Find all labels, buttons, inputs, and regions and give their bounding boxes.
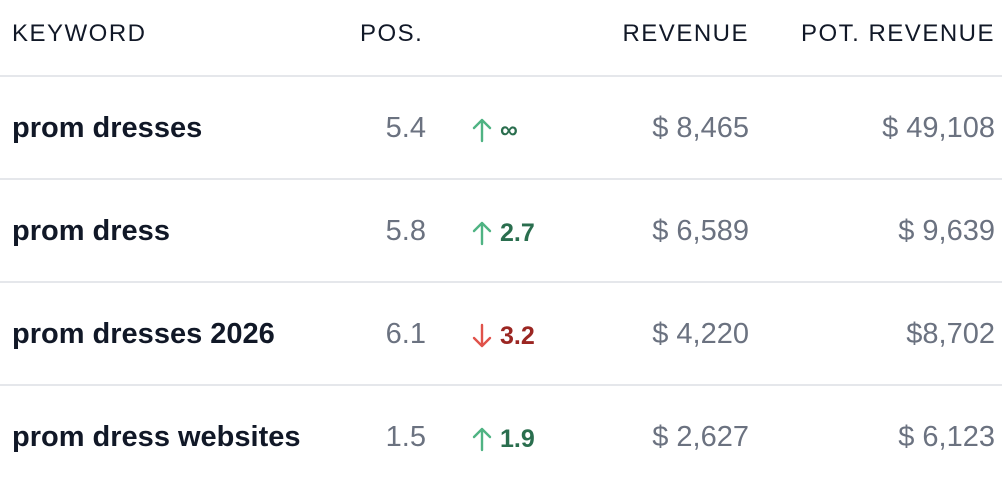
- position-change: 3.2: [472, 319, 535, 353]
- keyword-cell: prom dresses: [12, 112, 203, 144]
- change-value: 2.7: [500, 219, 535, 247]
- pot-revenue-cell: $ 49,108: [882, 112, 995, 144]
- position-change: ∞: [472, 113, 518, 147]
- position-change: 2.7: [472, 216, 535, 250]
- position-cell: 5.8: [385, 215, 426, 247]
- column-header-pos[interactable]: POS.: [360, 20, 424, 47]
- position-cell: 6.1: [385, 318, 426, 350]
- change-value: 1.9: [500, 425, 535, 453]
- pot-revenue-cell: $ 9,639: [898, 215, 995, 247]
- column-header-keyword[interactable]: KEYWORD: [12, 20, 147, 47]
- table-row[interactable]: prom dresses 5.4 ∞ $ 8,465 $ 49,108: [0, 77, 1002, 180]
- keyword-cell: prom dress websites: [12, 421, 301, 453]
- revenue-cell: $ 8,465: [652, 112, 749, 144]
- revenue-cell: $ 4,220: [652, 318, 749, 350]
- revenue-cell: $ 2,627: [652, 421, 749, 453]
- keyword-cell: prom dress: [12, 215, 170, 247]
- change-value: 3.2: [500, 322, 535, 350]
- table-row[interactable]: prom dress 5.8 2.7 $ 6,589 $ 9,639: [0, 180, 1002, 283]
- position-cell: 1.5: [385, 421, 426, 453]
- arrow-up-icon: [472, 118, 492, 143]
- change-value: ∞: [500, 116, 518, 144]
- table-row[interactable]: prom dress websites 1.5 1.9 $ 2,627 $ 6,…: [0, 386, 1002, 487]
- pot-revenue-cell: $ 6,123: [898, 421, 995, 453]
- arrow-down-icon: [472, 323, 492, 348]
- table-row[interactable]: prom dresses 2026 6.1 3.2 $ 4,220 $8,702: [0, 283, 1002, 386]
- column-header-revenue[interactable]: REVENUE: [622, 20, 749, 47]
- revenue-cell: $ 6,589: [652, 215, 749, 247]
- position-cell: 5.4: [385, 112, 426, 144]
- pot-revenue-cell: $8,702: [906, 318, 995, 350]
- position-change: 1.9: [472, 422, 535, 456]
- table-header: KEYWORD POS. REVENUE POT. REVENUE: [0, 0, 1002, 77]
- arrow-up-icon: [472, 221, 492, 246]
- column-header-pot-revenue[interactable]: POT. REVENUE: [800, 20, 995, 47]
- keyword-cell: prom dresses 2026: [12, 318, 275, 350]
- arrow-up-icon: [472, 427, 492, 452]
